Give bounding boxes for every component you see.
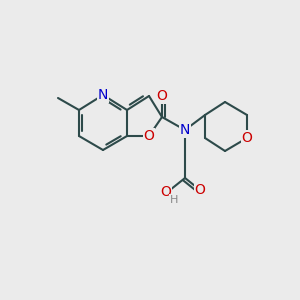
Text: O: O	[160, 185, 171, 199]
Text: N: N	[98, 88, 108, 102]
Text: H: H	[170, 195, 178, 205]
Text: O: O	[144, 129, 154, 143]
Text: O: O	[195, 183, 206, 197]
Text: O: O	[157, 89, 167, 103]
Text: N: N	[180, 123, 190, 137]
Text: O: O	[242, 131, 252, 145]
